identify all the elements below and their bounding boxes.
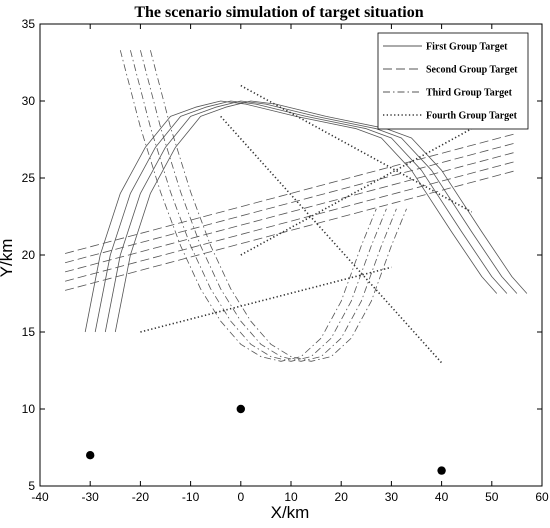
- radar-marker: [86, 451, 95, 460]
- series-line-first-group: [114, 100, 528, 333]
- x-tick-label: 30: [385, 490, 399, 504]
- series-line-second-group: [64, 142, 518, 264]
- legend-box: [377, 32, 529, 130]
- series-line-third-group: [150, 50, 407, 362]
- x-tick-label: 20: [335, 490, 349, 504]
- x-tick-label: -10: [182, 490, 200, 504]
- x-axis-label: X/km: [271, 503, 310, 522]
- x-tick-label: 40: [435, 490, 449, 504]
- x-tick-label: 60: [535, 490, 549, 504]
- x-tick-label: 50: [485, 490, 499, 504]
- legend-label: Second Group Target: [426, 65, 518, 76]
- series-line-fourth-group: [240, 84, 473, 213]
- y-tick-label: 30: [22, 94, 36, 108]
- legend-label: First Group Target: [426, 42, 508, 53]
- series-line-fourth-group: [220, 115, 443, 364]
- series-line-second-group: [64, 160, 518, 282]
- x-tick-label: -30: [82, 490, 100, 504]
- y-tick-label: 10: [22, 402, 36, 416]
- x-tick-label: -20: [132, 490, 150, 504]
- radar-marker: [236, 404, 245, 414]
- series-line-fourth-group: [140, 266, 392, 333]
- series-line-fourth-group: [240, 127, 473, 256]
- series-line-third-group: [119, 50, 377, 362]
- x-tick-label: 0: [237, 490, 244, 504]
- x-tick-label: -40: [31, 490, 49, 504]
- x-tick-label: 10: [284, 490, 298, 504]
- series-group: [64, 50, 528, 364]
- series-line-second-group: [64, 132, 518, 254]
- y-tick-label: 5: [28, 479, 35, 493]
- plot-area: -40 -30 -20 -10 0 10 20 30 40 50 60 5 10 15 20 25 30 35 Fi…: [22, 17, 549, 504]
- legend-label: Fourth Group Target: [426, 111, 518, 122]
- y-tick-label: 15: [22, 325, 36, 339]
- radar-marker: [437, 466, 446, 475]
- series-line-first-group: [104, 100, 518, 333]
- series-line-third-group: [140, 50, 397, 362]
- y-axis-label: Y/km: [0, 239, 16, 278]
- chart-title: The scenario simulation of target situat…: [134, 4, 423, 21]
- y-tick-label: 35: [22, 17, 36, 31]
- series-line-first-group: [84, 100, 498, 333]
- legend: First Group Target Second Group Target Thi…: [377, 32, 529, 130]
- series-line-first-group: [94, 100, 508, 333]
- legend-label: Third Group Target: [426, 88, 513, 99]
- y-tick-label: 25: [22, 171, 36, 185]
- y-tick-label: 20: [22, 248, 36, 262]
